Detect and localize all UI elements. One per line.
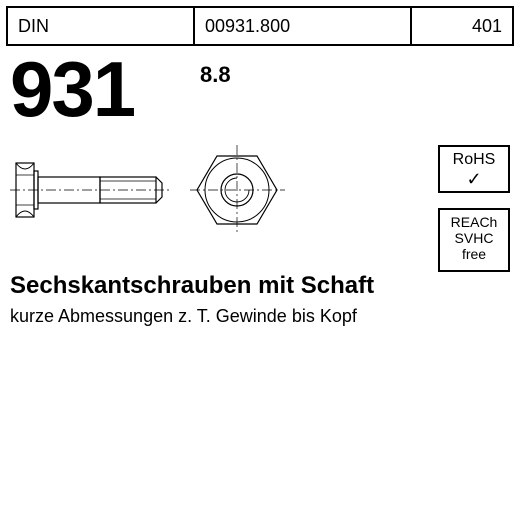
rohs-label: RoHS: [446, 151, 502, 169]
header-din-label: DIN: [18, 16, 49, 37]
header-right-cell: 401: [412, 8, 512, 44]
reach-line3: free: [446, 246, 502, 262]
reach-line2: SVHC: [446, 230, 502, 246]
reach-badge: REACh SVHC free: [438, 208, 510, 272]
rohs-check-icon: ✓: [446, 169, 502, 190]
reach-line1: REACh: [446, 214, 502, 230]
hex-top-view-icon: [190, 145, 285, 235]
rohs-badge: RoHS ✓: [438, 145, 510, 193]
product-subtitle: kurze Abmessungen z. T. Gewinde bis Kopf: [10, 306, 357, 327]
header-right-num: 401: [472, 16, 502, 37]
bolt-side-view-icon: [10, 145, 170, 235]
spec-header-table: DIN 00931.800 401: [6, 6, 514, 46]
product-title: Sechskantschrauben mit Schaft: [10, 272, 374, 300]
standard-number: 931: [10, 50, 134, 128]
header-code: 00931.800: [205, 16, 290, 37]
strength-class: 8.8: [200, 62, 231, 88]
header-code-cell: 00931.800: [195, 8, 412, 44]
header-din-cell: DIN: [8, 8, 195, 44]
